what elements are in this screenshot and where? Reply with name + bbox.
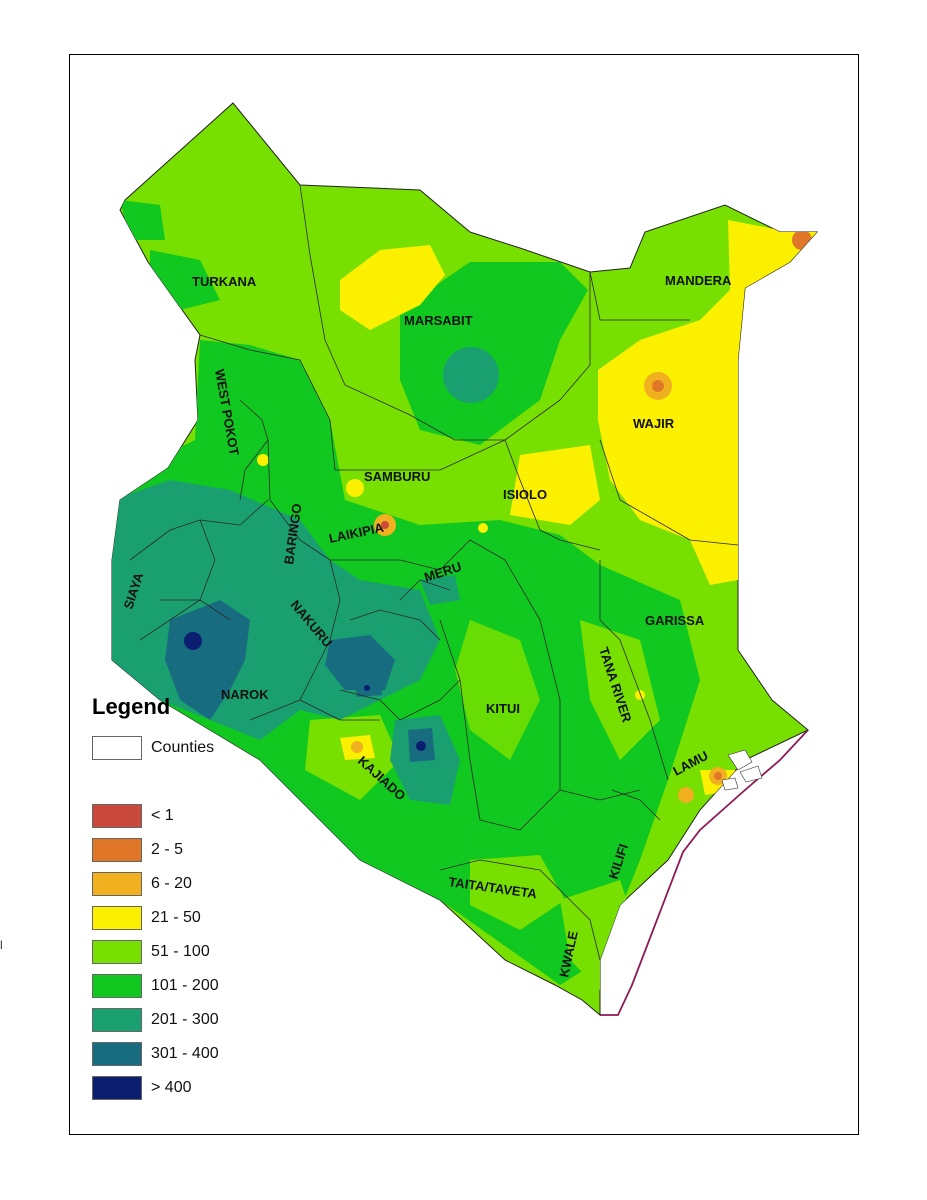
edge-text-fragment: l [0, 938, 3, 952]
hotspot-west-pokot [257, 454, 269, 466]
legend-swatch [92, 804, 142, 828]
legend-label: 51 - 100 [151, 943, 210, 960]
label-marsabit: MARSABIT [404, 313, 473, 328]
coastline [600, 729, 809, 1016]
legend-swatch [92, 872, 142, 896]
hotspot-samburu [346, 479, 364, 497]
label-turkana: TURKANA [192, 274, 257, 289]
legend-counties-swatch [92, 736, 142, 760]
legend-label: 6 - 20 [151, 875, 192, 892]
zone-over-400-narok [184, 632, 202, 650]
legend-item: 101 - 200 [92, 973, 219, 999]
label-mandera: MANDERA [665, 273, 732, 288]
hotspot-lamu-inner [714, 772, 722, 780]
label-garissa: GARISSA [645, 613, 705, 628]
legend-swatch [92, 838, 142, 862]
legend-label: 21 - 50 [151, 909, 201, 926]
legend-swatch [92, 940, 142, 964]
hotspot-laikipia-inner [381, 521, 389, 529]
legend-item: 51 - 100 [92, 939, 210, 965]
zone-51-100-taita [470, 855, 565, 930]
zone-101-200-north-west [120, 200, 165, 240]
hotspot-garissa [635, 690, 645, 700]
hotspot-isiolo [478, 523, 488, 533]
zone-301-400-nakuru [325, 635, 395, 690]
legend-swatch [92, 1076, 142, 1100]
hotspot-lamu-south [678, 787, 694, 803]
legend-swatch [92, 1008, 142, 1032]
hotspot-kajiado [351, 741, 363, 753]
legend-label: < 1 [151, 807, 174, 824]
legend-label: 201 - 300 [151, 1011, 219, 1028]
legend-label: > 400 [151, 1079, 192, 1096]
county-boundaries [129, 184, 739, 961]
label-wajir: WAJIR [633, 416, 675, 431]
legend-title: Legend [92, 694, 171, 719]
hotspot-mandera [792, 230, 812, 250]
zone-21-50-north-east [598, 220, 817, 585]
zone-51-100-tana [580, 620, 660, 760]
label-isiolo: ISIOLO [503, 487, 547, 502]
legend-item: 2 - 5 [92, 837, 183, 863]
legend-label: 2 - 5 [151, 841, 184, 858]
hotspot-wajir-inner [652, 380, 664, 392]
zone-21-50-marsabit-north [340, 245, 445, 330]
zone-51-100-kitui [455, 620, 540, 760]
zone-201-300-meru [420, 575, 460, 605]
zone-21-50-isiolo [510, 445, 600, 525]
zone-301-400-narok [165, 600, 250, 720]
legend-label: 301 - 400 [151, 1045, 219, 1062]
label-samburu: SAMBURU [364, 469, 430, 484]
legend-item: < 1 [92, 803, 174, 829]
legend-counties-row: Counties [92, 735, 214, 761]
zone-101-200-marsabit [400, 262, 588, 445]
legend-item: 201 - 300 [92, 1007, 219, 1033]
zone-201-300-marsabit [443, 347, 499, 403]
legend-item: 21 - 50 [92, 905, 201, 931]
legend-item: > 400 [92, 1075, 191, 1101]
zone-over-400-kajiado [416, 741, 426, 751]
legend-label: 101 - 200 [151, 977, 219, 994]
label-narok: NAROK [221, 687, 269, 702]
legend-swatch [92, 1042, 142, 1066]
legend-swatch [92, 906, 142, 930]
legend-item: 301 - 400 [92, 1041, 219, 1067]
legend-item: 6 - 20 [92, 871, 192, 897]
legend-counties-label: Counties [151, 739, 215, 756]
label-kitui: KITUI [486, 701, 520, 716]
lamu-islands [721, 749, 763, 791]
zone-over-400-nairobi [364, 685, 370, 691]
legend-swatch [92, 974, 142, 998]
